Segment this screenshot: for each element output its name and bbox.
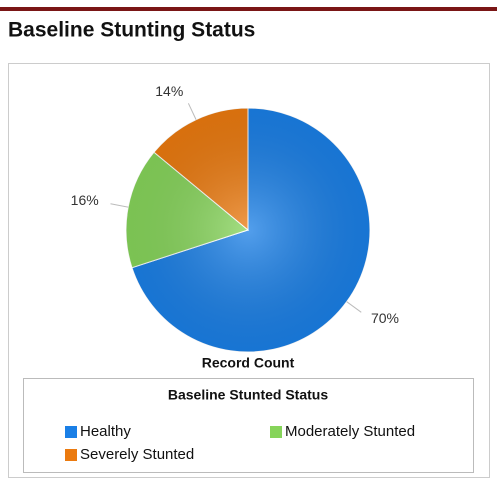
legend-marker — [65, 426, 77, 438]
chart-title: Record Count — [202, 355, 295, 371]
data-label: 70% — [371, 310, 399, 326]
legend-box — [23, 378, 474, 473]
data-label: 14% — [155, 83, 183, 99]
page-title: Baseline Stunting Status — [8, 19, 255, 42]
header-bar — [0, 7, 497, 11]
legend-marker — [270, 426, 282, 438]
data-label: 16% — [71, 192, 99, 208]
leader-line — [110, 203, 129, 208]
legend-label: Healthy — [80, 423, 131, 440]
legend-label: Severely Stunted — [80, 446, 194, 463]
legend-marker — [65, 449, 77, 461]
legend-title: Baseline Stunted Status — [168, 387, 328, 403]
legend-label: Moderately Stunted — [285, 423, 415, 440]
